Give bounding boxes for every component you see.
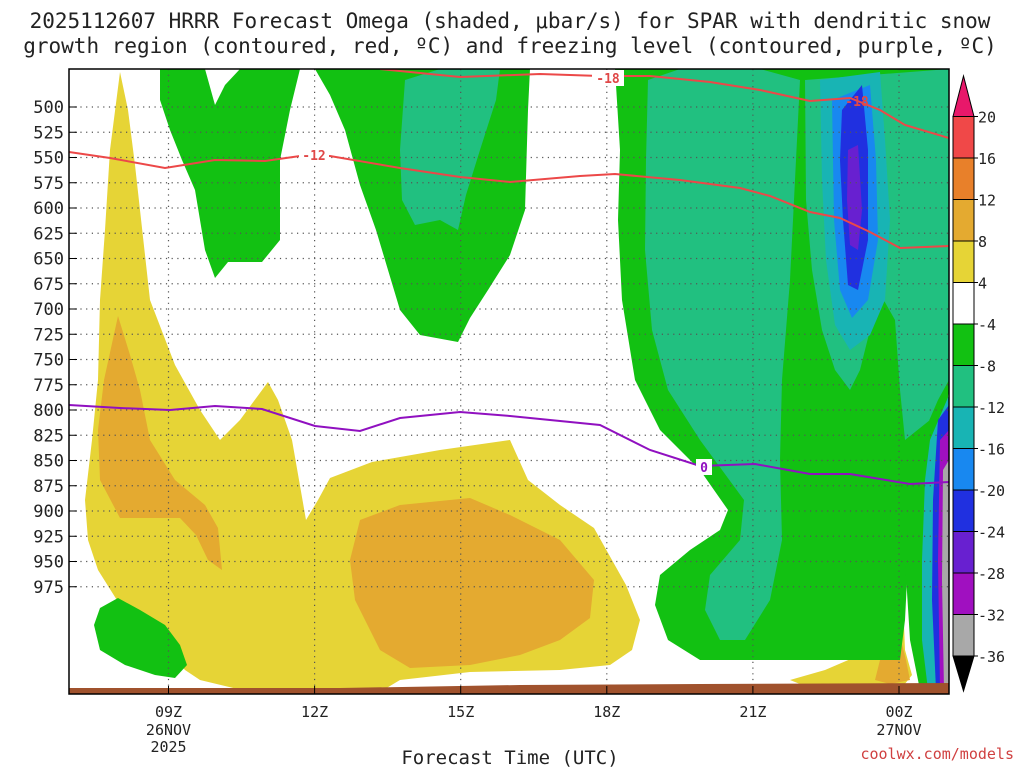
colorbar-label: -4 <box>978 316 996 334</box>
chart-title-line2: growth region (contoured, red, ºC) and f… <box>23 34 997 58</box>
contour-label-zero-text: 0 <box>700 461 708 476</box>
y-tick-label: 925 <box>33 527 64 547</box>
colorbar-swatch <box>952 572 975 615</box>
colorbar-swatch <box>952 116 975 159</box>
y-tick-label: 775 <box>33 376 64 396</box>
y-tick-label: 550 <box>33 149 64 169</box>
y-tick-label: 650 <box>33 250 64 270</box>
omega-shading <box>85 69 949 692</box>
colorbar-swatch <box>952 199 975 242</box>
colorbar-swatch <box>952 489 975 532</box>
y-tick-label: 750 <box>33 351 64 371</box>
omega-pos-8-a <box>98 316 222 570</box>
contour-label-minus12-text: -12 <box>302 149 325 164</box>
colorbar-label: -8 <box>978 358 996 376</box>
colorbar-swatch <box>952 406 975 449</box>
x-tick-date: 26NOV <box>146 721 191 739</box>
colorbar-swatch <box>952 614 975 657</box>
y-tick-label: 900 <box>33 502 64 522</box>
colorbar-label: -20 <box>978 482 1005 500</box>
y-tick-label: 825 <box>33 426 64 446</box>
y-tick-label: 525 <box>33 123 64 143</box>
y-tick-label: 975 <box>33 578 64 598</box>
colorbar: 20 16 12 8 4 -4 -8 -12 -16 -20 -24 -28 -32 -36 <box>952 74 1005 693</box>
colorbar-label: -28 <box>978 565 1005 583</box>
grid <box>69 69 949 694</box>
colorbar-label: -24 <box>978 524 1005 542</box>
x-tick-label: 18Z <box>593 703 620 721</box>
y-tick-label: 725 <box>33 325 64 345</box>
y-tick-label: 500 <box>33 98 64 118</box>
contour-label-minus18-a-text: -18 <box>596 72 620 87</box>
omega-neg-4-bottomleft <box>94 598 187 678</box>
colorbar-swatch <box>952 323 975 366</box>
colorbar-label: -12 <box>978 399 1005 417</box>
colorbar-swatch <box>952 282 975 325</box>
plot-border <box>68 68 950 695</box>
freezing-level-line <box>69 404 949 486</box>
y-tick-label: 675 <box>33 275 64 295</box>
terrain-ground <box>69 683 949 694</box>
colorbar-label: -36 <box>978 648 1005 666</box>
colorbar-swatch <box>952 240 975 283</box>
x-tick-label: 21Z <box>739 703 766 721</box>
omega-neg-36-edge <box>942 460 949 690</box>
colorbar-label: -16 <box>978 441 1005 459</box>
y-tick-label: 700 <box>33 300 64 320</box>
y-axis: 500 525 550 575 600 625 650 675 700 725 750 775 800 8… <box>33 98 77 598</box>
y-tick-label: 575 <box>33 174 64 194</box>
plot-area: -12 -18 -18 0 <box>69 69 949 694</box>
colorbar-label: 8 <box>978 233 987 251</box>
omega-neg-8-top-b <box>400 69 500 230</box>
y-tick-label: 600 <box>33 199 64 219</box>
colorbar-swatch <box>952 365 975 408</box>
contour-label-minus18-a: -18 <box>592 70 624 87</box>
colorbar-label: 12 <box>978 192 996 210</box>
x-tick-year: 2025 <box>150 738 186 756</box>
omega-pos-8-b <box>350 498 594 668</box>
colorbar-label: -32 <box>978 607 1005 625</box>
colorbar-swatch <box>952 157 975 200</box>
colorbar-label: 4 <box>978 275 987 293</box>
colorbar-swatch <box>952 448 975 491</box>
contour-label-zero: 0 <box>696 459 712 476</box>
x-tick-label: 00Z <box>885 703 912 721</box>
contour-label-minus18-b-text: -18 <box>845 95 869 110</box>
y-tick-label: 800 <box>33 401 64 421</box>
colorbar-bottom-arrow <box>952 655 975 693</box>
chart-title-line1: 2025112607 HRRR Forecast Omega (shaded, … <box>30 9 991 33</box>
y-tick-label: 950 <box>33 553 64 573</box>
x-tick-label: 15Z <box>447 703 474 721</box>
colorbar-label: 20 <box>978 109 996 127</box>
x-axis-title: Forecast Time (UTC) <box>401 747 618 768</box>
y-tick-label: 625 <box>33 224 64 244</box>
x-tick-date: 27NOV <box>876 721 921 739</box>
y-tick-label: 850 <box>33 452 64 472</box>
colorbar-label: 16 <box>978 150 996 168</box>
omega-neg-4-top-a <box>160 69 300 278</box>
dgz-minus18-line <box>379 69 949 139</box>
y-tick-label: 875 <box>33 477 64 497</box>
contour-label-minus18-b: -18 <box>845 95 869 110</box>
colorbar-swatch <box>952 531 975 574</box>
dgz-minus12-line <box>69 151 949 250</box>
omega-neg-8-right <box>645 69 800 640</box>
x-tick-label: 09Z <box>155 703 182 721</box>
x-tick-label: 12Z <box>301 703 328 721</box>
credit-text: coolwx.com/models <box>860 745 1014 763</box>
colorbar-top-arrow <box>952 74 975 117</box>
contour-label-minus12: -12 <box>299 147 329 164</box>
